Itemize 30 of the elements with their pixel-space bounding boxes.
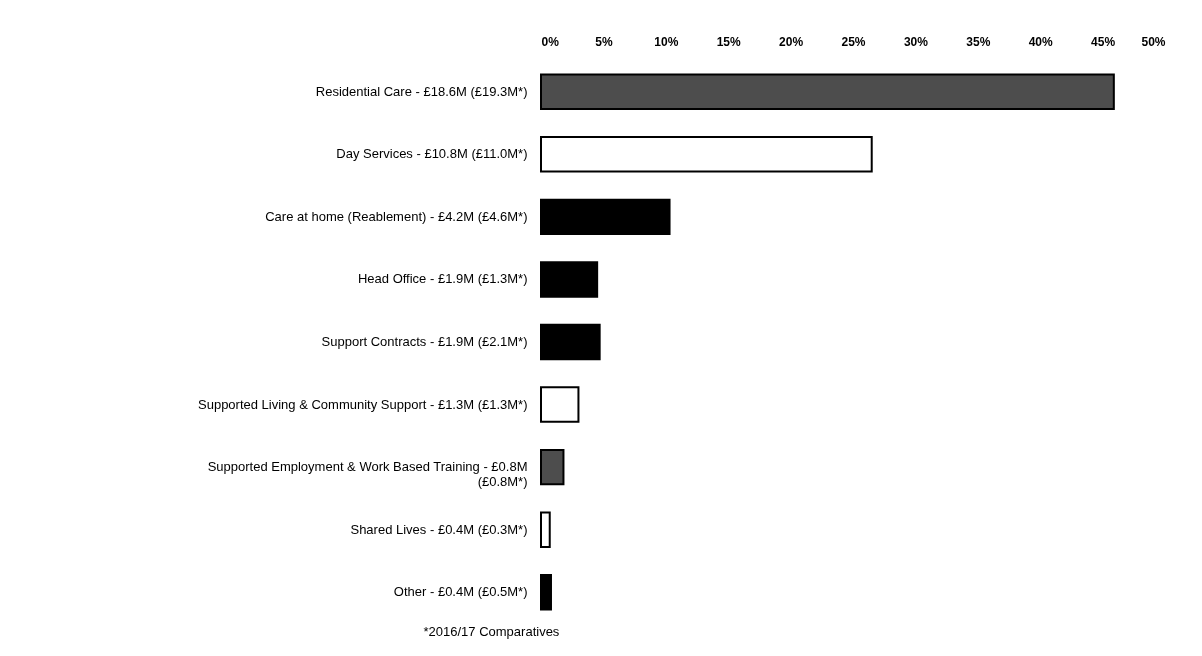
x-tick-label: 25% xyxy=(841,34,866,49)
bar xyxy=(540,323,601,361)
bar xyxy=(540,386,580,423)
bar xyxy=(540,198,671,236)
x-tick-label: 0% xyxy=(541,34,560,49)
bar xyxy=(540,511,551,548)
x-tick-label: 15% xyxy=(716,34,742,49)
x-tick-label: 10% xyxy=(654,34,679,49)
x-tick-label: 50% xyxy=(1141,34,1166,49)
y-tick-label: Supported Living & Community Support - £1.3M (£1.3M*) xyxy=(198,396,528,412)
x-tick-label: 45% xyxy=(1091,34,1116,49)
y-tick-label: Head Office - £1.9M (£1.3M*) xyxy=(357,271,528,287)
bar xyxy=(540,448,565,486)
x-tick-label: 20% xyxy=(779,34,804,49)
y-tick-label: Shared Lives - £0.4M (£0.3M*) xyxy=(350,521,528,537)
y-tick-label: Supported Employment & Work Based Training - £0.8M (£0.8M*) xyxy=(207,459,528,490)
y-tick-label: Other - £0.4M (£0.5M*) xyxy=(393,584,528,600)
x-tick-label: 35% xyxy=(966,34,991,49)
bar xyxy=(540,261,599,298)
y-tick-label: Support Contracts - £1.9M (£2.1M*) xyxy=(321,334,528,349)
bar xyxy=(540,574,552,611)
y-tick-label: Care at home (Reablement) - £4.2M (£4.6M*) xyxy=(265,208,528,224)
x-tick-label: 40% xyxy=(1028,34,1054,49)
x-tick-label: 30% xyxy=(903,34,929,49)
bar xyxy=(540,73,1115,110)
x-tick-label: 5% xyxy=(595,34,613,49)
y-tick-label: Day Services - £10.8M (£11.0M*) xyxy=(336,146,528,162)
annotation: *2016/17 Comparatives xyxy=(423,624,560,639)
bar xyxy=(540,136,873,173)
y-tick-label: Residential Care - £18.6M (£19.3M*) xyxy=(315,83,528,99)
